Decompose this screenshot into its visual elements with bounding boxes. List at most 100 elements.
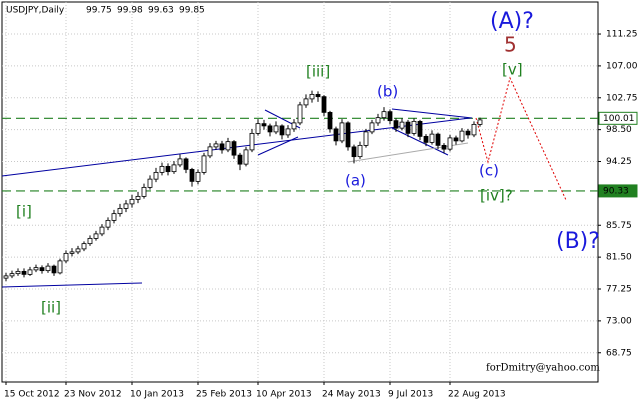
wave-label: 5: [504, 33, 517, 57]
candle-body: [345, 122, 351, 148]
x-tick-label: 23 Nov 2012: [64, 390, 122, 400]
candle-body: [69, 251, 75, 254]
candle-body: [387, 111, 393, 122]
candle-body: [51, 265, 57, 274]
candle-body: [165, 165, 171, 173]
candle-body: [405, 121, 411, 134]
candle-body: [135, 195, 141, 200]
watermark: forDmitry@yahoo.com: [486, 363, 600, 374]
candle-body: [129, 198, 135, 205]
candle-body: [429, 133, 435, 143]
wave-label: (A)?: [490, 9, 534, 34]
projection: [475, 76, 567, 201]
trendline: [391, 108, 473, 119]
wave-label: [i]: [16, 203, 32, 221]
candle-body: [177, 158, 183, 166]
candle-body: [279, 125, 285, 136]
level-label: 90.33: [603, 186, 629, 196]
grid: [2, 2, 598, 382]
candle-body: [381, 111, 387, 119]
candle-body: [171, 164, 177, 173]
candle-body: [351, 146, 357, 158]
candle-body: [267, 125, 273, 133]
y-tick-label: 107.00: [606, 61, 638, 71]
candle-body: [123, 203, 129, 209]
candle-body: [237, 154, 243, 165]
candle-body: [213, 143, 219, 148]
candle-body: [393, 120, 399, 129]
ohlc-close: 99.85: [179, 6, 205, 16]
candle-body: [261, 123, 267, 127]
wave-label: (c): [479, 162, 499, 180]
candle-body: [411, 120, 417, 134]
wave-label: [v]: [502, 61, 523, 79]
candle-body: [45, 265, 51, 272]
candle-body: [75, 248, 81, 253]
candles: [3, 90, 483, 282]
y-tick-label: 81.50: [606, 253, 632, 263]
candle-body: [399, 121, 405, 129]
candle-body: [369, 122, 375, 133]
y-tick-label: 111.25: [606, 30, 638, 40]
candle-body: [249, 132, 255, 151]
candle-body: [153, 171, 159, 180]
candle-body: [363, 131, 369, 146]
candle-body: [285, 128, 291, 136]
wave-label: [ii]: [41, 299, 61, 317]
candle-body: [99, 226, 105, 235]
y-tick-label: 85.75: [606, 221, 632, 231]
y-tick-label: 102.75: [606, 93, 638, 103]
y-tick-label: 68.75: [606, 348, 632, 358]
candle-body: [357, 144, 363, 158]
candle-body: [339, 122, 345, 142]
trendline: [391, 127, 449, 156]
level-tag: [598, 184, 638, 198]
x-tick-label: 24 May 2013: [322, 390, 381, 400]
candle-body: [159, 165, 165, 173]
candle-body: [189, 168, 195, 182]
candle-body: [441, 144, 447, 150]
wave-label: (b): [377, 83, 398, 101]
candle-body: [9, 273, 15, 277]
candle-body: [321, 96, 327, 113]
candle-body: [465, 130, 471, 136]
candle-body: [231, 141, 237, 156]
level-tag: [598, 111, 638, 125]
wave-label: (B)?: [556, 229, 600, 254]
candle-body: [111, 213, 117, 221]
y-tick-label: 77.25: [606, 285, 632, 295]
candle-body: [207, 146, 213, 157]
candle-body: [195, 171, 201, 182]
wave-label: [iv]?: [480, 187, 513, 205]
candle-body: [27, 269, 33, 275]
candle-body: [15, 270, 21, 275]
plot-frame: [1, 1, 599, 383]
ohlc-open: 99.75: [86, 6, 112, 16]
x-tick-label: 9 Jul 2013: [388, 390, 433, 400]
candle-body: [87, 237, 93, 245]
candle-body: [3, 275, 9, 279]
candle-body: [141, 186, 147, 197]
candle-body: [291, 122, 297, 130]
candle-body: [273, 125, 279, 133]
candle-body: [447, 137, 453, 150]
candle-body: [477, 119, 483, 125]
candle-body: [309, 93, 315, 100]
candle-body: [297, 104, 303, 124]
y-tick-label: 94.25: [606, 157, 632, 167]
candle-body: [117, 207, 123, 215]
trendline: [1, 282, 143, 288]
candle-body: [417, 120, 423, 137]
level-label: 100.01: [603, 114, 635, 124]
chart-title: USDJPY,Daily: [6, 6, 65, 16]
candle-body: [81, 243, 87, 250]
candle-body: [423, 135, 429, 143]
x-tick-label: 15 Oct 2012: [4, 390, 60, 400]
candle-body: [57, 260, 63, 274]
candle-body: [93, 233, 99, 239]
candle-body: [315, 93, 321, 98]
wave-label: [iii]: [306, 63, 330, 81]
y-tick-label: 98.50: [606, 125, 632, 135]
candle-body: [453, 137, 459, 142]
